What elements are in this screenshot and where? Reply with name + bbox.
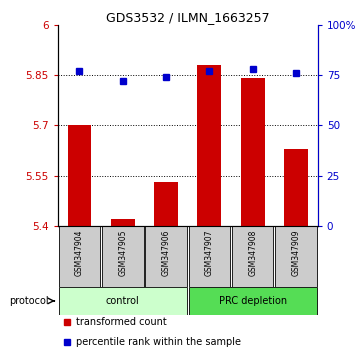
Text: GSM347908: GSM347908 <box>248 229 257 275</box>
Bar <box>232 226 274 287</box>
Text: GSM347905: GSM347905 <box>118 229 127 276</box>
Bar <box>145 226 187 287</box>
Text: percentile rank within the sample: percentile rank within the sample <box>76 337 241 347</box>
Text: GSM347904: GSM347904 <box>75 229 84 276</box>
Text: GSM347907: GSM347907 <box>205 229 214 276</box>
Bar <box>58 226 100 287</box>
Bar <box>188 226 230 287</box>
Text: GSM347906: GSM347906 <box>162 229 170 276</box>
Bar <box>284 149 308 226</box>
Text: GSM347909: GSM347909 <box>292 229 300 276</box>
Text: PRC depletion: PRC depletion <box>219 296 287 306</box>
Bar <box>102 226 144 287</box>
Bar <box>68 125 91 226</box>
Text: control: control <box>106 296 140 306</box>
Bar <box>241 79 265 226</box>
Bar <box>197 65 221 226</box>
Bar <box>111 219 135 226</box>
Bar <box>58 287 187 315</box>
Text: transformed count: transformed count <box>76 317 167 327</box>
Bar <box>275 226 317 287</box>
Bar <box>154 183 178 226</box>
Bar <box>188 287 317 315</box>
Text: protocol: protocol <box>9 296 49 306</box>
Title: GDS3532 / ILMN_1663257: GDS3532 / ILMN_1663257 <box>106 11 270 24</box>
